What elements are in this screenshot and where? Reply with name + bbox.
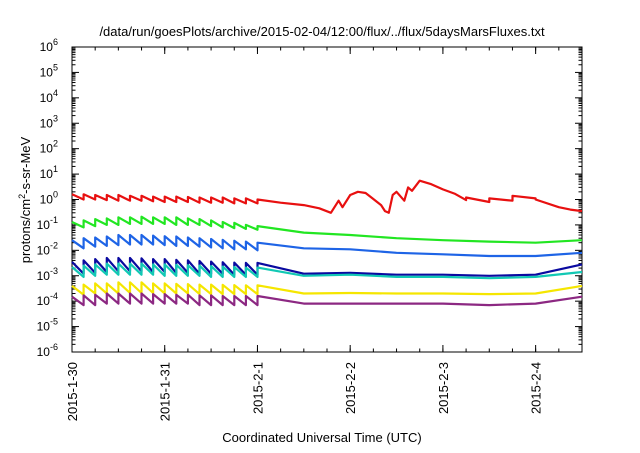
x-tick-label: 2015-2-4: [529, 362, 544, 414]
series-line-2: [71, 215, 583, 244]
y-tick-label: 10-6: [37, 342, 58, 359]
y-tick-label: 100: [40, 190, 58, 207]
series-line-1: [71, 179, 583, 214]
y-tick-label: 104: [40, 88, 58, 105]
y-tick-label: 103: [40, 113, 58, 130]
y-tick-label: 10-1: [37, 215, 58, 232]
x-tick-label: 2015-1-30: [65, 362, 80, 421]
series-line-6: [71, 281, 583, 296]
y-axis-label: protons/cm2-s-sr-MeV: [17, 136, 33, 263]
y-tick-label: 105: [40, 62, 58, 79]
y-tick-label: 106: [40, 37, 58, 54]
y-tick-label: 101: [40, 164, 58, 181]
y-axis-label-sup: 2: [17, 194, 27, 199]
series-line-3: [71, 233, 583, 258]
y-axis-label-rest: -s-sr-MeV: [18, 136, 33, 193]
x-axis-label: Coordinated Universal Time (UTC): [222, 430, 421, 445]
x-tick-label: 2015-2-2: [343, 362, 358, 414]
chart-title: /data/run/goesPlots/archive/2015-02-04/1…: [99, 24, 545, 39]
y-tick-label: 10-5: [37, 317, 58, 334]
x-tick-label: 2015-2-3: [436, 362, 451, 414]
series-line-4: [71, 256, 583, 277]
y-axis-label-base: protons/cm: [18, 199, 33, 263]
x-tick-label: 2015-2-1: [250, 362, 265, 414]
y-tick-label: 10-4: [37, 291, 58, 308]
plot-area: 106 105 104 103 102 101 100 10-1 10-2 10-3 10-4 10-…: [37, 37, 583, 421]
series-line-5: [71, 262, 583, 280]
y-tick-label: 102: [40, 139, 58, 156]
y-tick-label: 10-3: [37, 266, 58, 283]
y-tick-label: 10-2: [37, 240, 58, 257]
x-tick-label: 2015-1-31: [158, 362, 173, 421]
series-line-7: [71, 292, 583, 307]
